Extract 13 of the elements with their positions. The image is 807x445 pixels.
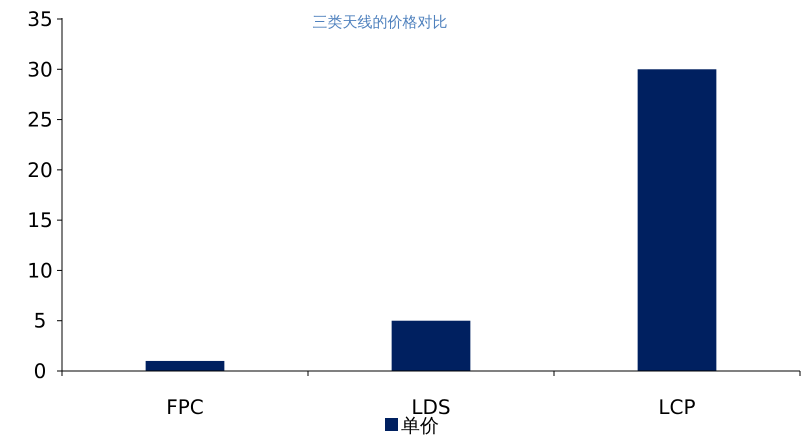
legend-label: 单价 (401, 415, 439, 437)
y-tick-label: 30 (27, 57, 53, 82)
y-tick-label: 10 (27, 258, 53, 282)
y-tick-label: 0 (34, 359, 46, 383)
x-tick-label: FPC (166, 395, 204, 419)
y-tick-label: 35 (27, 7, 53, 31)
y-tick-label: 20 (27, 158, 53, 182)
y-tick-label: 5 (34, 308, 46, 333)
y-tick-label: 25 (27, 108, 53, 132)
legend: 单价 (385, 415, 439, 437)
y-tick-label: 15 (27, 208, 53, 232)
chart-title: 三类天线的价格对比 (312, 13, 448, 31)
x-tick-label: LCP (658, 395, 696, 419)
